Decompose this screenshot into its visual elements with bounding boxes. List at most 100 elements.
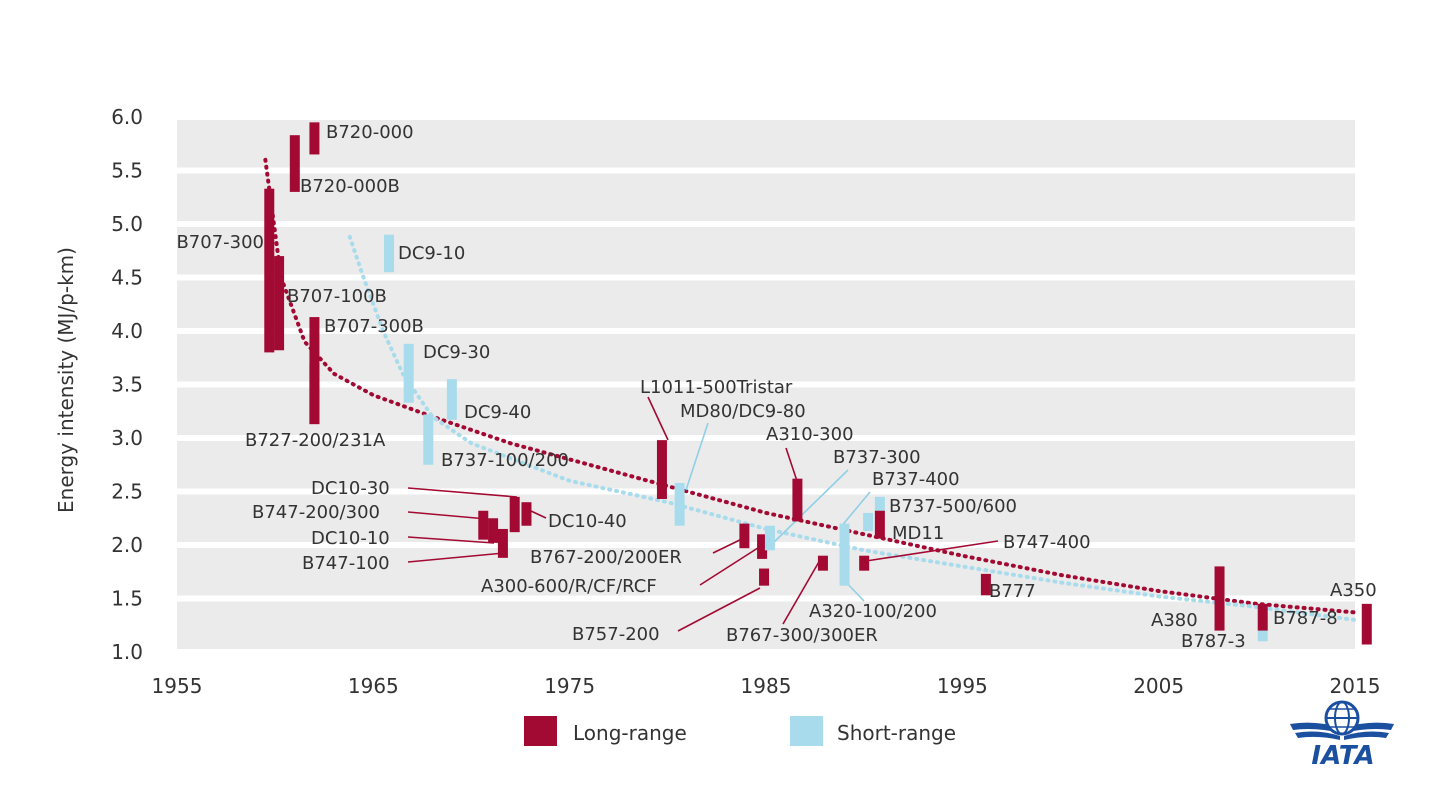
label-b757-200: B757-200 (572, 624, 660, 645)
bar-a320-100-200 (839, 523, 850, 586)
y-tick-label: 5.0 (111, 212, 143, 236)
label-a300-600-r-cf-rcf: A300-600/R/CF/RCF (481, 576, 657, 597)
label-md11: MD11 (892, 523, 944, 544)
legend-swatch-short-range (790, 716, 823, 746)
label-b737-500-600: B737-500/600 (889, 496, 1017, 517)
x-tick-label: 1975 (544, 674, 595, 698)
bar-dc10-40 (521, 502, 532, 526)
x-tick-label: 1995 (937, 674, 988, 698)
iata-logo: IATA (1290, 700, 1394, 771)
label-b707-100b: B707-100B (287, 286, 387, 307)
y-tick-label: 4.5 (111, 266, 143, 290)
bar-a380 (1214, 566, 1225, 631)
bar-b737-500-600 (874, 496, 885, 516)
label-l1011-500tristar: L1011-500Tristar (640, 377, 793, 398)
grid-band (177, 601, 1355, 649)
label-b747-200-300: B747-200/300 (252, 502, 380, 523)
y-tick-label: 4.0 (111, 319, 143, 343)
bar-b747-200-300 (478, 510, 489, 540)
x-tick-label: 1965 (348, 674, 399, 698)
label-b737-300: B737-300 (833, 447, 921, 468)
label-b707-300b: B707-300B (324, 316, 424, 337)
label-b747-400: B747-400 (1003, 532, 1091, 553)
bar-dc10-10 (488, 518, 499, 543)
leader-dc10-10 (407, 536, 495, 544)
trend-line-short-range (347, 234, 1357, 622)
iata-logo-text: IATA (1311, 741, 1374, 771)
bar-b787-3 (1257, 630, 1268, 642)
bar-md80-dc9-80 (674, 482, 685, 526)
label-dc10-30: DC10-30 (311, 478, 390, 499)
leader-a300-600-r-cf-rcf (699, 545, 762, 586)
legend-swatch-long-range (524, 716, 557, 746)
bar-b747-400 (859, 555, 870, 571)
x-tick-label: 1985 (741, 674, 792, 698)
grid-band (177, 227, 1355, 275)
bar-dc9-30 (403, 343, 414, 403)
label-a310-300: A310-300 (766, 424, 854, 445)
y-axis-tick-labels: 1.0 1.5 2.0 2.5 3.0 3.5 4.0 4.5 5.0 5.5 6.0 (111, 105, 143, 664)
bar-a350 (1361, 603, 1372, 645)
label-a350: A350 (1330, 580, 1377, 601)
legend-label-short-range: Short-range (837, 721, 956, 745)
bar-b737-300 (764, 525, 775, 551)
y-tick-label: 3.5 (111, 373, 143, 397)
label-dc9-10: DC9-10 (398, 243, 465, 264)
y-tick-label: 2.5 (111, 480, 143, 504)
bar-b767-200-200er (739, 523, 750, 549)
grid-band (177, 173, 1355, 221)
y-tick-label: 6.0 (111, 105, 143, 129)
label-b777: B777 (989, 581, 1036, 602)
leader-b747-400 (865, 540, 999, 562)
label-b707-300: B707-300 (176, 232, 264, 253)
label-b787-3: B787-3 (1181, 631, 1246, 652)
plot-background-bands (177, 120, 1355, 649)
y-tick-label: 3.0 (111, 426, 143, 450)
label-dc9-40: DC9-40 (464, 402, 531, 423)
bar-b737-100-200 (423, 414, 434, 465)
grid-band (177, 334, 1355, 382)
legend-label-long-range: Long-range (573, 721, 687, 745)
label-dc9-30: DC9-30 (423, 342, 490, 363)
leader-dc10-30 (407, 487, 518, 498)
leader-l1011-500tristar (647, 396, 669, 441)
label-b767-200-200er: B767-200/200ER (530, 547, 682, 568)
leader-b767-300-300er (782, 559, 821, 625)
label-b787-8: B787-8 (1273, 608, 1338, 629)
bar-b727-200-231a (309, 363, 320, 425)
label-b737-400: B737-400 (872, 469, 960, 490)
x-tick-label: 2005 (1133, 674, 1184, 698)
iata-globe-wings-icon (1290, 700, 1394, 740)
bar-a310-300 (792, 478, 803, 522)
leader-b747-200-300 (407, 511, 488, 520)
label-dc10-40: DC10-40 (548, 511, 627, 532)
grid-band (177, 120, 1355, 168)
bar-b720-000 (309, 122, 320, 155)
label-b737-100-200: B737-100/200 (441, 450, 569, 471)
bar-l1011-500tristar (656, 440, 667, 499)
label-b720-000b: B720-000B (300, 176, 400, 197)
bar-dc10-30 (509, 496, 520, 533)
leader-md80-dc9-80 (685, 422, 709, 491)
bar-b737-400 (863, 512, 874, 532)
bar-b707-300 (264, 188, 275, 353)
y-tick-label: 1.5 (111, 587, 143, 611)
grid-band (177, 441, 1355, 489)
y-tick-label: 2.0 (111, 533, 143, 557)
label-b727-200-231a: B727-200/231A (245, 430, 386, 451)
bar-b757-200 (759, 568, 770, 586)
bar-b767-300-300er (817, 555, 828, 571)
aircraft-labels: B720-000 B720-000B B707-300 B707-100B B707-3… (176, 122, 1376, 652)
bar-dc9-10 (384, 234, 395, 273)
bar-dc9-40 (446, 379, 457, 420)
bar-a300-600-r-cf-rcf (757, 534, 768, 559)
leader-a310-300 (785, 447, 798, 482)
bar-md11 (874, 510, 885, 539)
y-axis-label: Energy intensity (MJ/p-km) (54, 247, 78, 513)
label-b720-000: B720-000 (326, 122, 414, 143)
legend: Long-range Short-range (524, 716, 956, 746)
leader-dc10-40 (530, 510, 547, 519)
bar-b720-000b (289, 135, 300, 192)
label-a380: A380 (1151, 610, 1198, 631)
